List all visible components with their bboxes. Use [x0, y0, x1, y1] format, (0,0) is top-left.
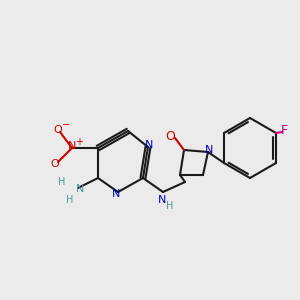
Text: N: N: [145, 140, 153, 150]
Text: H: H: [66, 195, 74, 205]
Text: N: N: [68, 141, 76, 151]
Text: F: F: [280, 124, 287, 137]
Text: −: −: [62, 120, 70, 130]
Text: O: O: [54, 125, 62, 135]
Text: H: H: [58, 177, 66, 187]
Text: O: O: [51, 159, 59, 169]
Text: O: O: [165, 130, 175, 143]
Text: N: N: [158, 195, 166, 205]
Text: N: N: [112, 189, 120, 199]
Text: H: H: [166, 201, 174, 211]
Text: N: N: [76, 184, 84, 194]
Text: N: N: [205, 145, 213, 155]
Text: +: +: [75, 137, 83, 147]
